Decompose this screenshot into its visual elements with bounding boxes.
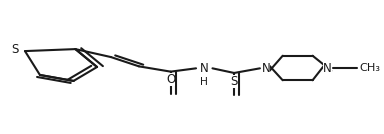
Text: S: S bbox=[11, 43, 18, 56]
Text: S: S bbox=[230, 75, 238, 88]
Text: N: N bbox=[200, 62, 209, 75]
Text: N: N bbox=[262, 62, 270, 75]
Text: O: O bbox=[166, 73, 175, 86]
Text: CH₃: CH₃ bbox=[359, 63, 380, 73]
Text: N: N bbox=[323, 62, 332, 75]
Text: H: H bbox=[200, 77, 208, 87]
